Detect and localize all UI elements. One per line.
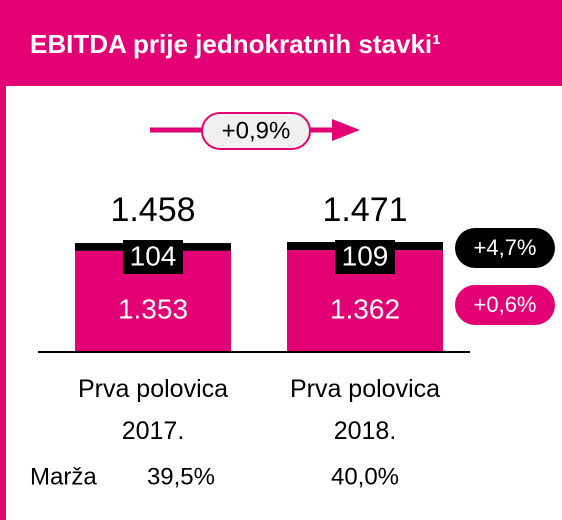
arrow-head [332,119,360,141]
value-label: 109 [342,240,389,271]
value-label: 1.353 [118,293,188,324]
category-label: Prva polovica 2018. [290,375,440,445]
category-label: Prva polovica 2017. [78,375,228,445]
chart-title: EBITDA prije jednokratnih stavki¹ [30,29,441,59]
value-label: 1.362 [330,293,400,324]
growth-pill-pink [455,285,555,325]
growth-series: +4,7% [474,235,537,260]
margin-label: Marža [30,463,97,490]
margin-value: 40,0% [331,463,399,490]
growth-pill [201,112,311,150]
value-label: 104 [130,240,177,271]
total-label: 1.471 [322,191,407,229]
total-label: 1.458 [110,191,195,229]
label-box [335,240,395,274]
label-box [123,240,183,274]
growth-total: +0,9% [222,117,291,144]
growth-pill-black [455,228,555,268]
header-band [0,0,562,86]
growth-series: +0,6% [474,292,537,317]
margin-value: 39,5% [147,463,215,490]
left-border [0,86,6,520]
